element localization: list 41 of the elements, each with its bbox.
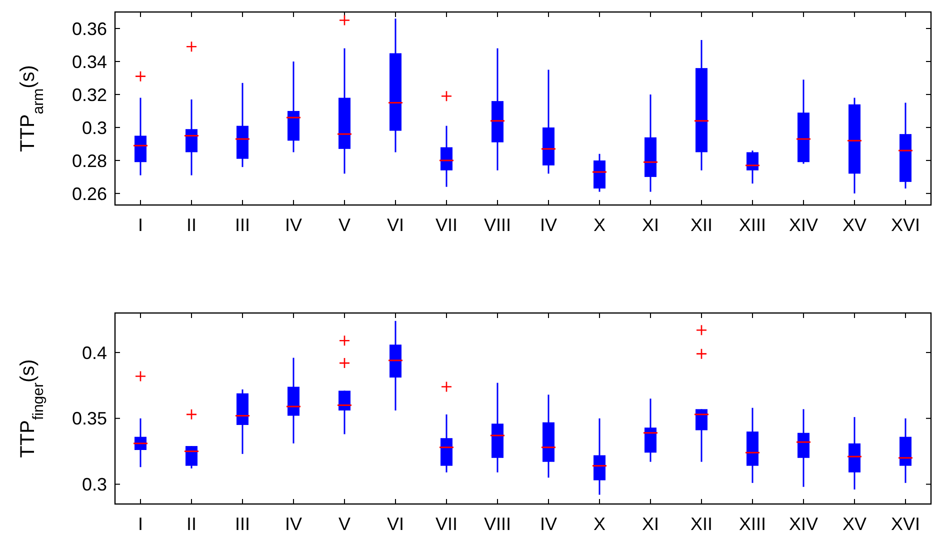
- x-tick-label: V: [338, 514, 351, 534]
- y-tick-label: 0.3: [82, 118, 107, 138]
- x-tick-label: XV: [842, 514, 867, 534]
- x-tick-label: XII: [690, 215, 713, 235]
- x-tick-label: IV: [540, 514, 558, 534]
- y-tick-label: 0.26: [72, 184, 107, 204]
- x-tick-label: VI: [386, 514, 404, 534]
- x-tick-label: IV: [284, 514, 302, 534]
- x-tick-label: VIII: [484, 215, 512, 235]
- y-tick-label: 0.34: [72, 52, 107, 72]
- y-tick-label: 0.32: [72, 84, 107, 105]
- x-tick-label: II: [186, 514, 197, 534]
- x-tick-label: III: [234, 514, 250, 534]
- y-tick-label: 0.36: [72, 18, 107, 39]
- x-tick-label: V: [338, 215, 351, 235]
- x-tick-label: XIV: [788, 215, 818, 235]
- x-tick-label: VI: [386, 215, 404, 235]
- x-tick-label: II: [186, 215, 197, 235]
- x-tick-label: X: [593, 215, 606, 235]
- x-tick-label: XI: [642, 215, 660, 235]
- x-tick-label: XIII: [738, 514, 766, 534]
- x-tick-label: XIV: [788, 514, 818, 534]
- y-tick-label: 0.4: [82, 342, 107, 363]
- x-tick-label: III: [234, 215, 250, 235]
- x-tick-label: XV: [842, 215, 867, 235]
- x-tick-label: VII: [435, 514, 458, 534]
- y-tick-label: 0.35: [72, 408, 107, 429]
- x-tick-label: IV: [540, 215, 558, 235]
- x-tick-label: I: [138, 215, 144, 235]
- y-tick-label: 0.28: [72, 150, 107, 171]
- x-tick-label: IV: [284, 215, 302, 235]
- x-tick-label: VIII: [484, 514, 512, 534]
- x-tick-label: VII: [435, 215, 458, 235]
- x-tick-label: XVI: [890, 215, 920, 235]
- x-tick-label: XI: [642, 514, 660, 534]
- x-tick-label: XII: [690, 514, 713, 534]
- x-tick-label: I: [138, 514, 144, 534]
- x-tick-label: XIII: [738, 215, 766, 235]
- x-tick-label: XVI: [890, 514, 920, 534]
- x-tick-label: X: [593, 514, 606, 534]
- y-tick-label: 0.3: [82, 474, 107, 495]
